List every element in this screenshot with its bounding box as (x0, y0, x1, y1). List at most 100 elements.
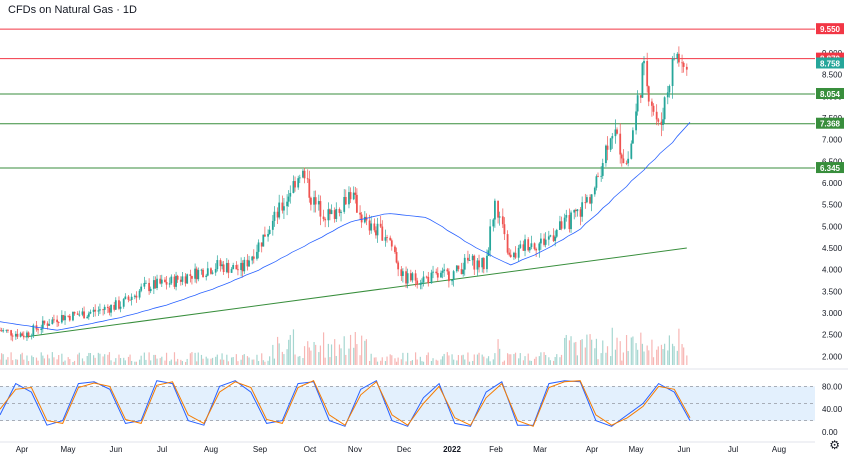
x-tick-label: Feb (489, 445, 503, 454)
volume-bar (53, 357, 55, 365)
candle-body (576, 209, 579, 212)
candle-body (170, 276, 173, 284)
volume-bar (530, 360, 532, 365)
candle-body (506, 234, 509, 253)
volume-bar (483, 356, 485, 365)
candle-body (676, 53, 679, 59)
candle-body (630, 143, 633, 159)
level-tag-label: 9.550 (820, 25, 841, 34)
candle-body (355, 194, 358, 213)
volume-bar (107, 354, 109, 365)
volume-bar (246, 356, 249, 365)
volume-bar (637, 349, 639, 365)
volume-bar (205, 356, 207, 365)
volume-bar (565, 334, 567, 365)
level-tag-label: 7.368 (820, 120, 841, 129)
volume-bar (35, 357, 38, 365)
volume-bar (12, 360, 14, 365)
candle-body (517, 247, 520, 258)
volume-bar (602, 340, 604, 365)
candle-body (202, 269, 204, 277)
candle-body (370, 223, 373, 231)
volume-bar (359, 355, 361, 365)
candle-body (67, 315, 70, 317)
candle-body (538, 243, 541, 251)
candle-body (463, 257, 466, 270)
candle-body (549, 235, 552, 237)
candle-body (489, 226, 492, 251)
volume-bar (545, 354, 547, 365)
volume-bar (451, 354, 453, 365)
volume-bar (524, 356, 526, 365)
candle-body (57, 322, 60, 323)
candle-body (486, 255, 488, 270)
candle-body (655, 111, 658, 120)
candle-body (673, 58, 676, 60)
volume-bar (407, 352, 409, 365)
volume-bar (211, 357, 214, 365)
x-tick-label: Oct (304, 445, 317, 454)
volume-bar (667, 350, 669, 365)
volume-bar (589, 334, 591, 365)
volume-bar (230, 357, 233, 365)
candle-body (368, 220, 371, 231)
candle-body (386, 237, 388, 238)
x-tick-label: Nov (348, 445, 362, 454)
volume-bar (662, 349, 664, 365)
volume-bar (318, 352, 320, 365)
candle-body (76, 313, 79, 315)
volume-bar (411, 360, 414, 365)
volume-bar (288, 339, 290, 365)
candle-body (581, 202, 584, 217)
gear-icon[interactable]: ⚙ (829, 438, 840, 452)
x-tick-label: Aug (204, 445, 218, 454)
volume-bar (614, 349, 617, 365)
volume-bar (356, 344, 358, 365)
volume-bar (440, 359, 442, 365)
volume-bar (219, 359, 222, 365)
candle-body (660, 121, 663, 125)
candle-body (189, 274, 192, 276)
volume-bar (10, 352, 12, 365)
candle-body (627, 158, 630, 164)
volume-bar (186, 358, 188, 365)
volume-bar (73, 360, 76, 365)
volume-bar (110, 360, 112, 365)
candle-body (493, 200, 496, 220)
volume-bar (381, 357, 383, 365)
candle-body (560, 221, 563, 229)
candle-body (513, 252, 515, 258)
volume-bar (586, 334, 588, 365)
volume-bar (538, 356, 540, 365)
candle-body (240, 262, 243, 270)
candle-body (298, 177, 301, 179)
candle-body (460, 269, 463, 275)
volume-bar (194, 352, 196, 365)
candle-body (56, 319, 59, 323)
volume-bar (20, 354, 22, 365)
candle-body (446, 269, 449, 272)
candle-body (124, 296, 127, 300)
candle-body (313, 197, 315, 205)
candle-body (302, 170, 304, 178)
volume-bar (0, 359, 1, 365)
candle-body (7, 329, 9, 331)
volume-bar (145, 359, 147, 365)
volume-bar (215, 356, 217, 365)
volume-bar (625, 335, 628, 365)
candle-body (273, 211, 276, 221)
volume-bar (0, 353, 3, 365)
volume-bar (207, 358, 209, 365)
candle-body (32, 325, 35, 336)
volume-bar (210, 358, 212, 365)
candle-body (286, 201, 289, 207)
candle-body (292, 181, 295, 193)
candle-body (631, 130, 634, 144)
candle-body (435, 271, 438, 274)
volume-bar (196, 361, 198, 365)
candle-body (127, 296, 130, 300)
candle-body (539, 238, 542, 244)
candle-body (668, 86, 671, 93)
y-tick-label: 2.500 (822, 331, 843, 340)
